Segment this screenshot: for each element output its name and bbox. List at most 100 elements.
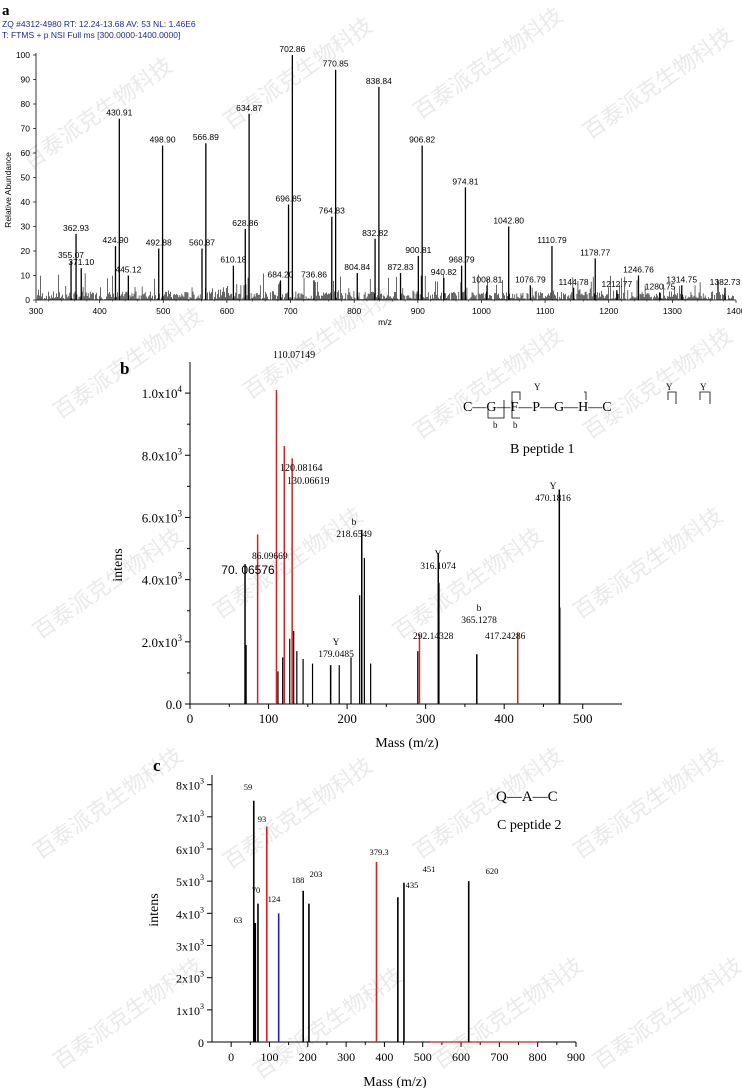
y-tick-exponent: 3 <box>200 937 204 946</box>
panel-b-letter: b <box>120 359 129 378</box>
y-tick-label: 6.0x103 <box>142 508 183 525</box>
y-tick-base: 7x10 <box>176 811 200 825</box>
watermark-text: 百泰派克生物科技 <box>569 503 728 624</box>
y-tick-label: 5x103 <box>176 873 204 889</box>
peak-label: 610.18 <box>220 255 246 265</box>
peak-label: 1246.76 <box>623 265 654 275</box>
watermark-text: 百泰派克生物科技 <box>219 753 378 874</box>
x-tick-label: 500 <box>573 711 593 726</box>
y-tick-exponent: 4 <box>178 384 183 394</box>
y-tick-label: 50 <box>21 173 31 183</box>
y-tick-label: 4x103 <box>176 905 204 921</box>
y-tick-label: 2.0x103 <box>142 633 183 650</box>
y-ion-marker: Y <box>700 382 707 392</box>
panel-c-peaks: 59 63 70 93 124 188 203 379.3 435 451 620 <box>234 782 538 1043</box>
peak-label: 498.90 <box>150 135 176 145</box>
x-tick-label: 100 <box>260 1050 278 1064</box>
y-tick-label: 0 <box>198 1036 204 1050</box>
b-ion-marker: b <box>513 420 518 430</box>
x-tick-label: 600 <box>452 1050 470 1064</box>
peak-label: 872.83 <box>388 262 414 272</box>
x-tick-label: 800 <box>347 306 361 316</box>
y-tick-base: 3x10 <box>176 939 200 953</box>
panel-a-axes: 300 400 500 600 700 800 900 1000 1100 1200 1300 140… <box>16 50 742 316</box>
panel-b-fragment-brackets <box>487 391 711 419</box>
x-tick-label: 300 <box>29 306 43 316</box>
y-tick-base: 8x10 <box>176 779 200 793</box>
x-tick-label: 1300 <box>663 306 682 316</box>
panel-a-x-axis-label: m/z <box>378 317 392 327</box>
y-tick-label: 10 <box>21 271 31 281</box>
peak-label: 371.10 <box>68 257 94 267</box>
panel-c-peptide-name: C peptide 2 <box>497 818 562 833</box>
peak-label: 560.87 <box>189 238 215 248</box>
peak-label: 1076.79 <box>515 274 546 284</box>
peak-label: 702.86 <box>279 44 305 54</box>
y-tick-base: 1x10 <box>176 1004 200 1018</box>
panel-b-x-axis-label: Mass (m/z) <box>375 736 439 751</box>
peak-label: 445.12 <box>115 265 141 275</box>
y-tick-exponent: 3 <box>200 970 204 979</box>
panel-a-peaks: 355.07 362.93 371.10 424.90 430.91 445.12 492.… <box>36 44 741 300</box>
x-tick-label: 300 <box>416 711 436 726</box>
panel-a-y-axis-label: Relative Abundance <box>3 152 13 228</box>
peak-label: 70 <box>252 885 261 895</box>
watermark-text: 百泰派克生物科技 <box>239 283 398 404</box>
x-tick-label: 900 <box>567 1050 585 1064</box>
y-tick-base: 6.0x10 <box>142 510 178 525</box>
peak-label: 832.82 <box>362 228 388 238</box>
x-tick-label: 100 <box>259 711 279 726</box>
y-tick-label: 7x103 <box>176 809 204 825</box>
y-tick-label: 80 <box>21 99 31 109</box>
y-tick-exponent: 3 <box>200 905 204 914</box>
y-tick-label: 8x103 <box>176 777 204 793</box>
y-tick-label: 40 <box>21 197 31 207</box>
y-ion-marker: Y <box>666 382 673 392</box>
y-tick-base: 2x10 <box>176 972 200 986</box>
peak-label: 634.87 <box>236 103 262 113</box>
panel-c-axes: 0 100 200 300 400 500 600 700 800 90001x1032x1033… <box>176 775 585 1064</box>
peak-label: 628.86 <box>232 218 258 228</box>
x-tick-label: 200 <box>299 1050 317 1064</box>
x-tick-label: 400 <box>375 1050 393 1064</box>
peak-label: 59 <box>244 782 253 792</box>
x-tick-label: 400 <box>494 711 514 726</box>
panel-c-y-axis-label: intens <box>147 893 162 926</box>
y-tick-label: 8.0x103 <box>142 446 183 463</box>
peak-label: 900.81 <box>405 245 431 255</box>
peak-label: 696.85 <box>276 193 302 203</box>
peak-label: 566.89 <box>193 132 219 142</box>
peak-label: 292.14328 <box>413 632 454 642</box>
peak-label: 940.82 <box>431 267 457 277</box>
watermark-text: 百泰派克生物科技 <box>219 13 378 134</box>
peak-label: 470.1816 <box>535 494 571 504</box>
x-tick-label: 1400 <box>727 306 742 316</box>
y-tick-exponent: 3 <box>200 777 204 786</box>
peak-label: 451 <box>423 864 436 874</box>
x-tick-label: 500 <box>414 1050 432 1064</box>
peak-label: 804.84 <box>344 262 370 272</box>
peak-label: 1212.77 <box>601 279 632 289</box>
y-tick-label: 1.0x104 <box>142 384 183 401</box>
peak-label: 435 <box>406 880 419 890</box>
peak-label: 620 <box>486 866 499 876</box>
peak-label: 1144.78 <box>559 277 589 287</box>
peak-label: 968.79 <box>449 255 475 265</box>
panel-b-y-axis-label: intens <box>111 548 126 581</box>
y-tick-label: 30 <box>21 222 31 232</box>
x-tick-label: 800 <box>529 1050 547 1064</box>
x-tick-label: 900 <box>411 306 425 316</box>
peak-label: 316.1074 <box>420 562 456 572</box>
peak-label: 430.91 <box>106 108 132 118</box>
y-tick-label: 20 <box>21 246 31 256</box>
b-ion-marker: b <box>493 420 498 430</box>
peak-label: 130.06619 <box>287 476 330 487</box>
y-tick-label: 1x103 <box>176 1002 204 1018</box>
peak-label: 684.20 <box>267 269 293 279</box>
peak-label: 355.07 <box>58 250 84 260</box>
peak-label: 70. 06576 <box>221 563 275 577</box>
peak-label: 362.93 <box>63 223 89 233</box>
peak-label: 1110.79 <box>537 235 567 245</box>
